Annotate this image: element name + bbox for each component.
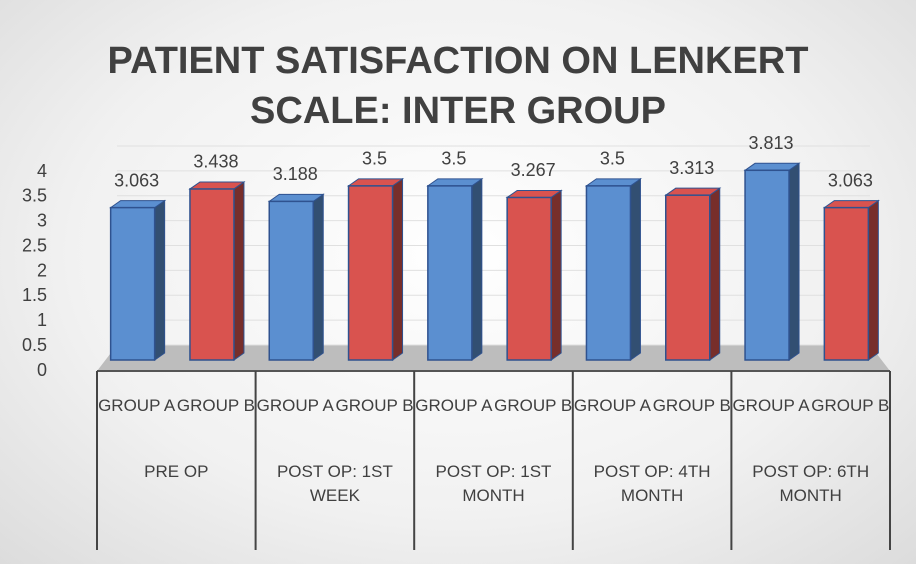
x-tick-label: GROUP A <box>732 396 810 415</box>
bar <box>109 206 156 361</box>
bar <box>506 196 552 361</box>
data-label: 3.813 <box>749 133 794 153</box>
bar <box>427 185 473 361</box>
group-label: POST OP: 4TH MONTH <box>593 462 711 505</box>
x-tick-label: GROUP A <box>98 396 176 415</box>
y-tick-label: 3.5 <box>22 186 47 206</box>
bar-side <box>154 199 166 361</box>
group-label: PRE OP <box>144 462 209 481</box>
bar-top <box>505 189 563 198</box>
y-tick-label: 2 <box>37 260 47 280</box>
group-label: POST OP: 6TH MONTH <box>752 462 870 505</box>
bar-top <box>426 178 484 187</box>
data-label: 3.313 <box>669 158 714 178</box>
data-label: 3.188 <box>273 164 318 184</box>
x-tick-label: GROUP B <box>335 396 414 415</box>
x-tick-label: GROUP B <box>176 396 255 415</box>
data-label: 3.267 <box>511 160 556 180</box>
bar-top <box>188 181 246 190</box>
bar-top <box>346 178 405 187</box>
data-label: 3.438 <box>193 152 238 172</box>
bar <box>585 185 632 361</box>
bar-side <box>709 187 721 361</box>
y-tick-label: 0.5 <box>22 335 47 355</box>
bar-side <box>867 199 879 361</box>
bar <box>665 194 711 361</box>
group-label: POST OP: 1ST MONTH <box>435 462 552 505</box>
bar <box>823 206 870 361</box>
y-tick-label: 4 <box>37 161 47 181</box>
y-tick-label: 1.5 <box>22 285 47 305</box>
bar-top <box>267 193 325 202</box>
chart-title: PATIENT SATISFACTION ON LENKERT SCALE: I… <box>107 40 809 132</box>
bar <box>347 185 394 361</box>
bar-top <box>664 187 722 196</box>
bar <box>268 200 314 361</box>
bar <box>744 169 790 361</box>
group-label: POST OP: 1ST WEEK <box>276 462 393 505</box>
bar-top <box>743 162 801 171</box>
bar-top <box>109 200 167 209</box>
data-label: 3.063 <box>828 170 873 190</box>
y-tick-label: 0 <box>37 360 47 380</box>
bar-side <box>550 189 562 361</box>
bar-side <box>788 162 800 361</box>
data-label: 3.5 <box>600 149 625 169</box>
x-tick-label: GROUP B <box>494 396 573 415</box>
y-tick-label: 2.5 <box>22 235 47 255</box>
bar-top <box>584 178 643 187</box>
data-label: 3.5 <box>441 149 466 169</box>
bar-side <box>629 177 641 361</box>
bar-top <box>822 200 880 209</box>
x-tick-label: GROUP A <box>573 396 652 415</box>
y-tick-label: 3 <box>37 211 47 231</box>
x-tick-label: GROUP B <box>652 396 731 415</box>
x-tick-label: GROUP A <box>415 396 493 415</box>
x-tick-label: GROUP B <box>811 396 890 415</box>
data-label: 3.5 <box>362 149 387 169</box>
bar-side <box>312 193 324 361</box>
data-label: 3.063 <box>114 170 159 190</box>
bar-side <box>233 180 245 361</box>
x-tick-label: GROUP A <box>256 396 334 415</box>
bar-side <box>471 177 483 361</box>
bar <box>189 188 235 361</box>
bar-side <box>392 177 404 361</box>
y-tick-label: 1 <box>37 310 47 330</box>
